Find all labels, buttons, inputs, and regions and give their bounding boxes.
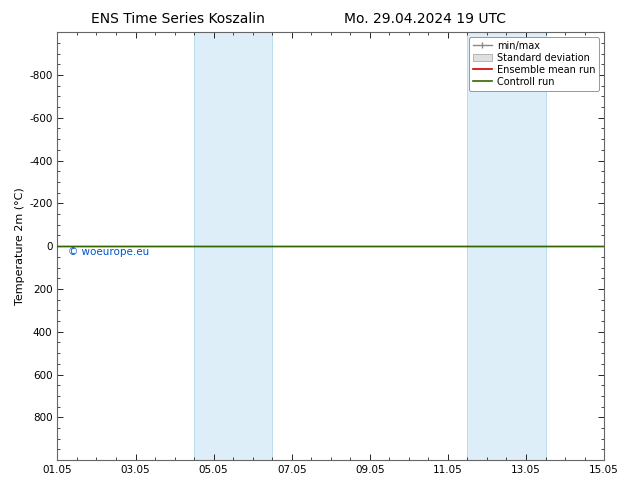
- Bar: [194, 32, 272, 460]
- Text: Mo. 29.04.2024 19 UTC: Mo. 29.04.2024 19 UTC: [344, 12, 506, 26]
- Legend: min/max, Standard deviation, Ensemble mean run, Controll run: min/max, Standard deviation, Ensemble me…: [469, 37, 599, 91]
- Bar: [467, 32, 545, 460]
- Y-axis label: Temperature 2m (°C): Temperature 2m (°C): [15, 187, 25, 305]
- Text: © woeurope.eu: © woeurope.eu: [68, 247, 150, 257]
- Text: ENS Time Series Koszalin: ENS Time Series Koszalin: [91, 12, 264, 26]
